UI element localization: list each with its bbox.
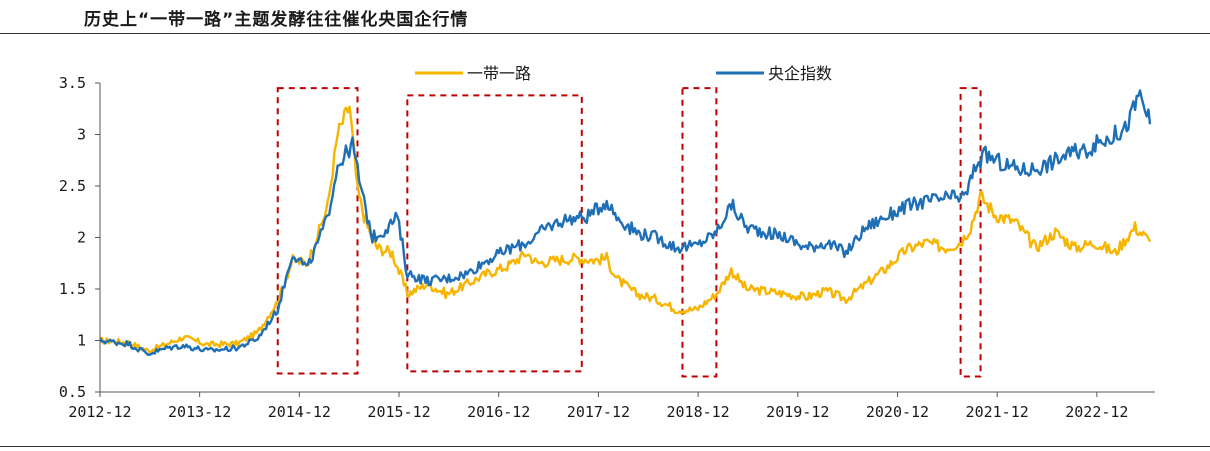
highlight-box [681, 87, 718, 378]
x-tick-label: 2017-12 [567, 403, 630, 421]
x-tick-label: 2020-12 [866, 403, 929, 421]
highlight-box [406, 94, 583, 373]
x-tick-label: 2019-12 [766, 403, 829, 421]
y-tick-label: 3 [77, 126, 86, 144]
series-lines [99, 89, 1152, 356]
x-axis: 2012-12 2013-12 2014-12 2015-12 2016-12 2017-… [68, 391, 1155, 421]
series-line-yangqi-index [99, 89, 1152, 356]
top-rule [0, 33, 1210, 34]
y-tick-label: 2 [77, 229, 86, 247]
chart-title: 历史上“一带一路”主题发酵往往催化央国企行情 [84, 10, 469, 30]
y-tick-label: 1.5 [59, 280, 86, 298]
x-tick-label: 2013-12 [168, 403, 231, 421]
y-tick-label: 2.5 [59, 177, 86, 195]
y-tick-label: 1 [77, 332, 86, 350]
x-tick-label: 2018-12 [666, 403, 729, 421]
legend-label: 央企指数 [768, 64, 832, 83]
x-tick-label: 2021-12 [966, 403, 1029, 421]
series-line-yidaiyilu [100, 105, 1152, 354]
y-tick-label: 3.5 [59, 74, 86, 92]
legend-label: 一带一路 [467, 64, 531, 83]
bottom-rule [0, 446, 1210, 447]
y-tick-label: 0.5 [59, 383, 86, 401]
legend: 一带一路 央企指数 [415, 64, 832, 83]
x-tick-label: 2015-12 [367, 403, 430, 421]
x-tick-label: 2016-12 [467, 403, 530, 421]
x-tick-label: 2014-12 [268, 403, 331, 421]
x-tick-label: 2022-12 [1065, 403, 1128, 421]
x-tick-label: 2012-12 [68, 403, 131, 421]
highlight-box [276, 87, 359, 375]
y-axis: 0.5 1 1.5 2 2.5 3 3.5 [59, 74, 101, 401]
